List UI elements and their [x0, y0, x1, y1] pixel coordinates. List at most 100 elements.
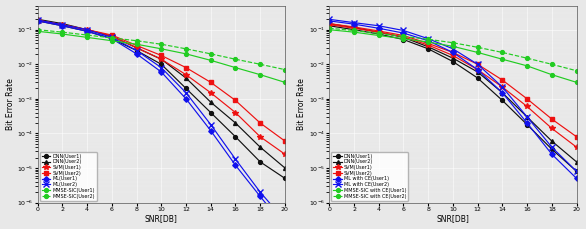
DNN(User2) [108, 35, 115, 38]
Y-axis label: Bit Error Rate: Bit Error Rate [297, 78, 306, 130]
SVM(User1) [182, 73, 189, 76]
DNN(User2) [59, 22, 66, 25]
MMSE-SIC with CE(User2) [449, 41, 456, 44]
DNN(User2) [133, 46, 140, 49]
MMSE-SIC with CE(User2) [425, 38, 432, 41]
ML with CE(User2) [326, 18, 333, 21]
DNN(User1) [375, 33, 382, 35]
MMSE-SIC(User1) [182, 52, 189, 55]
DNN(User1) [400, 38, 407, 41]
MMSE-SIC(User1) [232, 66, 239, 69]
DNN(User1) [232, 135, 239, 138]
SVM(User1) [573, 146, 580, 149]
MMSE-SIC(User2) [108, 36, 115, 39]
SVM(User2) [257, 122, 264, 124]
MMSE-SIC(User2) [84, 34, 91, 36]
MMSE-SIC(User1) [207, 59, 214, 62]
MMSE-SIC with CE(User1) [350, 31, 357, 33]
ML(User1) [108, 37, 115, 40]
MMSE-SIC(User1) [108, 39, 115, 42]
ML with CE(User1) [499, 91, 506, 94]
DNN(User1) [108, 37, 115, 40]
DNN(User2) [523, 115, 530, 118]
Line: DNN(User1): DNN(User1) [36, 19, 287, 180]
ML with CE(User1) [350, 23, 357, 25]
ML(User2) [158, 66, 165, 69]
DNN(User1) [449, 60, 456, 63]
SVM(User2) [207, 81, 214, 84]
DNN(User1) [425, 47, 432, 50]
SVM(User2) [326, 22, 333, 25]
MMSE-SIC(User2) [281, 68, 288, 71]
SVM(User1) [548, 127, 556, 130]
Line: MMSE-SIC with CE(User2): MMSE-SIC with CE(User2) [328, 26, 578, 73]
ML with CE(User1) [474, 68, 481, 71]
DNN(User2) [449, 57, 456, 60]
Line: ML(User2): ML(User2) [35, 17, 288, 223]
SVM(User1) [257, 135, 264, 138]
DNN(User2) [499, 91, 506, 94]
ML with CE(User1) [375, 27, 382, 30]
ML with CE(User2) [573, 170, 580, 173]
ML with CE(User2) [375, 25, 382, 27]
DNN(User1) [84, 30, 91, 33]
MMSE-SIC(User2) [182, 47, 189, 50]
ML with CE(User1) [326, 19, 333, 22]
MMSE-SIC with CE(User1) [548, 73, 556, 76]
MMSE-SIC with CE(User1) [400, 37, 407, 40]
DNN(User2) [350, 26, 357, 29]
DNN(User2) [326, 22, 333, 25]
DNN(User1) [499, 99, 506, 102]
DNN(User1) [158, 63, 165, 66]
ML(User2) [34, 19, 41, 22]
MMSE-SIC(User2) [232, 58, 239, 61]
SVM(User1) [158, 58, 165, 61]
MMSE-SIC(User2) [34, 28, 41, 31]
SVM(User2) [499, 79, 506, 81]
Legend: DNN(User1), DNN(User2), SVM(User1), SVM(User2), ML(User1), ML(User2), MMSE-SIC(U: DNN(User1), DNN(User2), SVM(User1), SVM(… [40, 152, 97, 201]
SVM(User2) [400, 34, 407, 37]
DNN(User1) [182, 87, 189, 90]
ML(User2) [232, 158, 239, 161]
ML(User2) [257, 191, 264, 194]
SVM(User2) [573, 135, 580, 138]
MMSE-SIC with CE(User1) [425, 41, 432, 44]
ML(User2) [59, 23, 66, 26]
DNN(User2) [257, 146, 264, 149]
DNN(User2) [232, 122, 239, 124]
ML(User1) [133, 52, 140, 55]
ML(User1) [59, 25, 66, 27]
MMSE-SIC(User2) [207, 52, 214, 55]
SVM(User2) [182, 66, 189, 69]
SVM(User2) [232, 99, 239, 102]
Line: MMSE-SIC with CE(User1): MMSE-SIC with CE(User1) [328, 28, 578, 84]
ML(User2) [108, 36, 115, 39]
DNN(User1) [523, 123, 530, 126]
DNN(User1) [257, 161, 264, 163]
SVM(User1) [449, 54, 456, 57]
MMSE-SIC(User2) [133, 39, 140, 42]
SVM(User2) [425, 42, 432, 45]
MMSE-SIC(User1) [158, 47, 165, 50]
MMSE-SIC(User1) [59, 33, 66, 35]
DNN(User2) [548, 140, 556, 142]
DNN(User1) [350, 28, 357, 31]
MMSE-SIC with CE(User1) [573, 81, 580, 84]
ML(User1) [34, 19, 41, 22]
SVM(User1) [59, 23, 66, 26]
ML with CE(User2) [400, 29, 407, 32]
DNN(User2) [158, 58, 165, 61]
SVM(User1) [523, 105, 530, 108]
DNN(User1) [207, 111, 214, 114]
SVM(User1) [108, 35, 115, 38]
DNN(User2) [573, 161, 580, 163]
ML(User2) [207, 123, 214, 126]
DNN(User1) [474, 77, 481, 79]
DNN(User2) [400, 36, 407, 39]
ML with CE(User1) [573, 177, 580, 180]
MMSE-SIC(User1) [257, 73, 264, 76]
ML(User2) [281, 219, 288, 222]
SVM(User1) [499, 86, 506, 88]
Line: DNN(User1): DNN(User1) [328, 24, 578, 173]
Line: DNN(User2): DNN(User2) [328, 22, 578, 164]
